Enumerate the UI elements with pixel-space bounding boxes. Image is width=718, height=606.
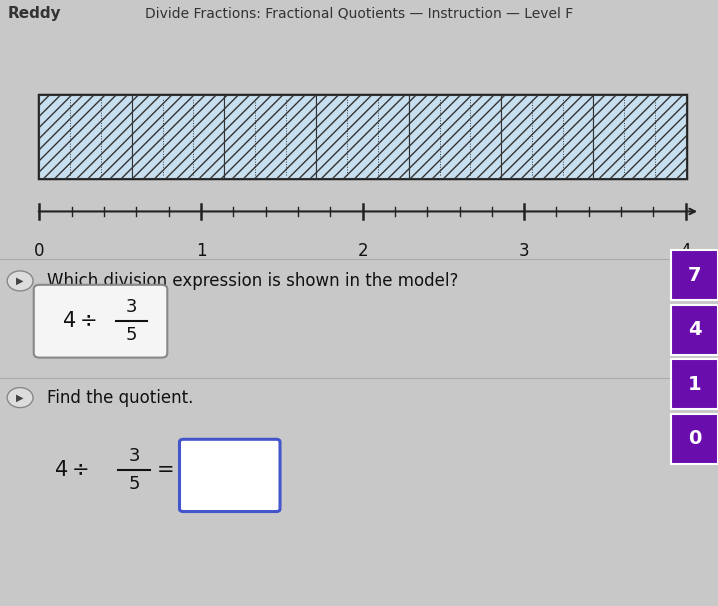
- Bar: [409, 95, 501, 178]
- Bar: [671, 414, 718, 464]
- Bar: [501, 95, 593, 178]
- Bar: [132, 95, 224, 178]
- Bar: [39, 95, 686, 178]
- Text: Reddy: Reddy: [7, 6, 61, 21]
- Text: 2: 2: [358, 242, 368, 260]
- FancyBboxPatch shape: [180, 439, 280, 511]
- Text: Which division expression is shown in the model?: Which division expression is shown in th…: [47, 272, 458, 290]
- Bar: [671, 359, 718, 409]
- Text: $4\div$: $4\div$: [62, 311, 96, 331]
- Text: 0: 0: [688, 429, 701, 448]
- Bar: [317, 95, 409, 178]
- Bar: [39, 95, 132, 178]
- Text: 1: 1: [688, 375, 701, 394]
- Bar: [671, 250, 718, 301]
- Text: $4\div$: $4\div$: [55, 460, 89, 480]
- Text: 5: 5: [126, 326, 137, 344]
- Text: 4: 4: [688, 321, 701, 339]
- Text: 4: 4: [681, 242, 691, 260]
- Bar: [671, 305, 718, 355]
- Text: ▶: ▶: [17, 276, 24, 286]
- FancyBboxPatch shape: [34, 285, 167, 358]
- Text: ▶: ▶: [17, 393, 24, 402]
- Text: 5: 5: [129, 474, 140, 493]
- Text: 1: 1: [196, 242, 206, 260]
- Circle shape: [7, 271, 33, 291]
- Bar: [224, 95, 317, 178]
- Text: 3: 3: [126, 298, 137, 316]
- Circle shape: [7, 388, 33, 408]
- Text: 0: 0: [34, 242, 45, 260]
- Text: 3: 3: [519, 242, 529, 260]
- Text: =: =: [157, 460, 174, 480]
- Text: 7: 7: [688, 266, 701, 285]
- Text: 3: 3: [129, 447, 140, 465]
- Text: Find the quotient.: Find the quotient.: [47, 388, 193, 407]
- Bar: [593, 95, 686, 178]
- Text: Divide Fractions: Fractional Quotients — Instruction — Level F: Divide Fractions: Fractional Quotients —…: [145, 7, 573, 21]
